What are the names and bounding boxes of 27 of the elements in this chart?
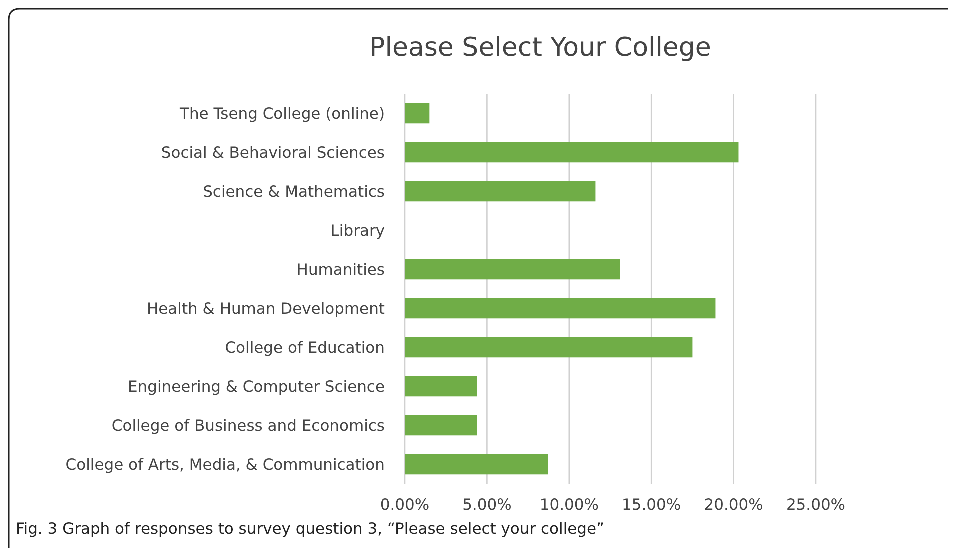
bar <box>405 142 739 163</box>
x-tick-label: 0.00% <box>380 496 430 514</box>
x-tick-label: 10.00% <box>540 496 599 514</box>
y-tick-label: Humanities <box>296 260 385 279</box>
bar <box>405 181 596 202</box>
x-tick-label: 25.00% <box>786 496 846 514</box>
y-tick-label: The Tseng College (online) <box>179 104 385 123</box>
bar <box>405 259 620 280</box>
bar <box>405 376 478 397</box>
chart-title: Please Select Your College <box>370 33 712 63</box>
x-tick-label: 20.00% <box>704 496 764 514</box>
bar <box>405 454 548 475</box>
bar <box>405 103 430 124</box>
y-tick-label: College of Arts, Media, & Communication <box>66 456 385 474</box>
caption: Fig. 3 Graph of responses to survey question 3, “Please select your college” <box>16 520 605 538</box>
bar <box>405 415 478 436</box>
x-tick-label: 5.00% <box>462 496 512 514</box>
y-tick-label: College of Education <box>225 338 385 357</box>
y-tick-label: Library <box>330 222 385 240</box>
y-tick-label: College of Business and Economics <box>112 416 385 435</box>
y-tick-label: Health & Human Development <box>146 300 385 318</box>
y-tick-label: Engineering & Computer Science <box>128 378 385 396</box>
y-tick-label: Social & Behavioral Sciences <box>161 144 385 162</box>
x-tick-label: 15.00% <box>622 496 682 514</box>
y-tick-label: Science & Mathematics <box>203 182 385 201</box>
bar <box>405 337 693 358</box>
bar <box>405 298 716 319</box>
